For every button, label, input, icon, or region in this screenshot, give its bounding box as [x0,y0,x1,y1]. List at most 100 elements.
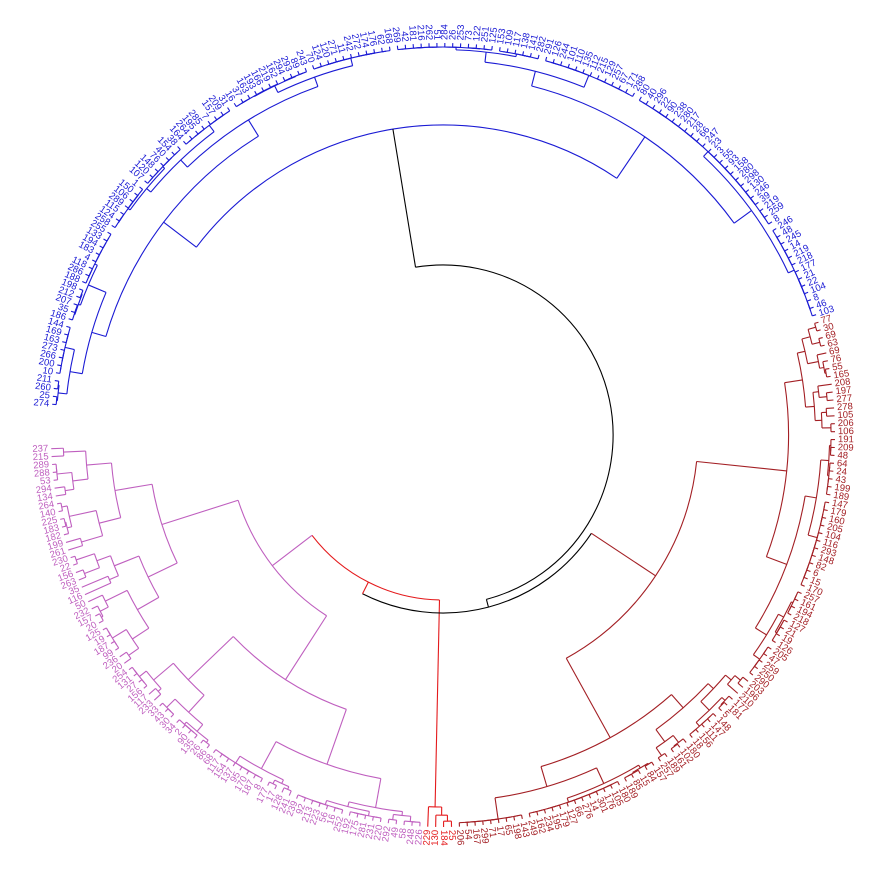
branch-radial [246,770,250,775]
branch-radial [807,326,816,330]
branch-radial [610,784,613,789]
branch-radial [484,52,487,63]
branch-radial [766,556,787,565]
branch-radial [617,781,620,786]
leaf-label: 73 [463,30,475,41]
leaf-label: 223 [308,808,323,827]
leaf-label: 10 [42,365,54,378]
branch-radial [537,54,540,59]
branch-arc [774,601,792,633]
branch-radial [543,809,546,814]
leaf-label: 243 [293,48,309,67]
leaf-label: 225 [41,515,59,529]
leaf-label: 89 [288,56,302,70]
dendrogram-branches [51,42,835,828]
branch-radial [596,75,600,80]
branch-radial [282,76,286,81]
branch-radial [638,764,641,769]
branch-radial [805,405,815,408]
branch-radial [701,723,705,728]
leaf-label: 242 [341,34,355,52]
branch-radial [310,800,314,805]
branch-radial [92,259,97,263]
branch-radial [68,545,83,551]
branch-arc [134,670,145,684]
branch-radial [297,70,300,75]
leaf-label: 1 [130,177,141,189]
leaf-label: 197 [835,385,852,398]
branch-arc [503,51,530,58]
branch-radial [758,659,763,663]
branch-radial [801,336,811,340]
branch-arc [60,503,64,511]
leaf-label: 86 [195,747,210,762]
branch-radial [226,758,230,763]
leaf-label: 192 [340,817,354,835]
leaf-label: 35 [56,302,70,316]
branch-radial [763,653,768,657]
leaf-label: 230 [51,553,70,568]
leaf-label: 77 [820,313,833,327]
leaf-label: 251 [479,26,492,43]
leaf-label: 213 [300,805,316,824]
branch-radial [342,55,345,61]
leaf-label: 25 [39,390,51,402]
branch-radial [79,288,84,291]
leaf-label: 30 [822,321,835,334]
branch-radial [632,92,635,97]
branch-radial [350,57,354,66]
branch-arc [153,157,173,177]
branch-radial [60,517,65,520]
branch-radial [138,679,143,683]
leaf-label: 207 [54,292,73,308]
branch-radial [788,269,795,274]
branch-radial [180,159,188,168]
leaf-label: 116 [822,537,840,552]
leaf-label: 140 [39,507,57,521]
leaf-label: 263 [59,576,78,592]
branch-radial [78,303,81,306]
branch-radial [219,753,223,758]
leaf-label: 84 [644,769,659,784]
branch-radial [247,94,251,99]
leaf-label: 105 [837,409,853,421]
leaf-label: 277 [836,393,853,405]
branch-radial [730,171,734,175]
branch-arc [151,484,178,564]
branch-radial [115,218,120,222]
branch-radial [96,555,111,562]
branch-radial [797,350,806,354]
branch-radial [66,325,71,328]
branch-radial [260,778,263,783]
branch-radial [718,707,722,712]
branch-radial [55,372,61,374]
leaf-label: 99 [101,647,116,662]
branch-radial [819,396,827,398]
leaf-label: 181 [406,25,418,42]
branch-radial [497,818,500,824]
branch-radial [134,192,139,196]
branch-radial [702,143,706,147]
branch-radial [123,658,132,664]
branch-radial [826,375,831,378]
leaf-label: 143 [518,821,532,839]
branch-radial [721,697,726,701]
leaf-label: 7 [199,111,211,122]
leaf-label: 186 [49,308,67,323]
branch-radial [611,81,614,86]
branch-radial [86,462,112,466]
leaf-label: 62 [374,34,387,46]
branch-radial [288,790,292,796]
branch-radial [506,48,509,53]
branch-radial [285,615,328,680]
branch-radial [61,525,66,528]
leaf-label: 138 [519,32,533,50]
branch-radial [545,56,548,61]
leaf-label: 281 [356,821,370,839]
leaf-label: 156 [56,568,75,584]
leaf-label: 284 [439,24,450,40]
leaf-label: 272 [349,33,363,51]
leaf-label: 127 [564,808,579,827]
branch-radial [820,524,825,527]
leaf-label: 253 [455,24,467,40]
